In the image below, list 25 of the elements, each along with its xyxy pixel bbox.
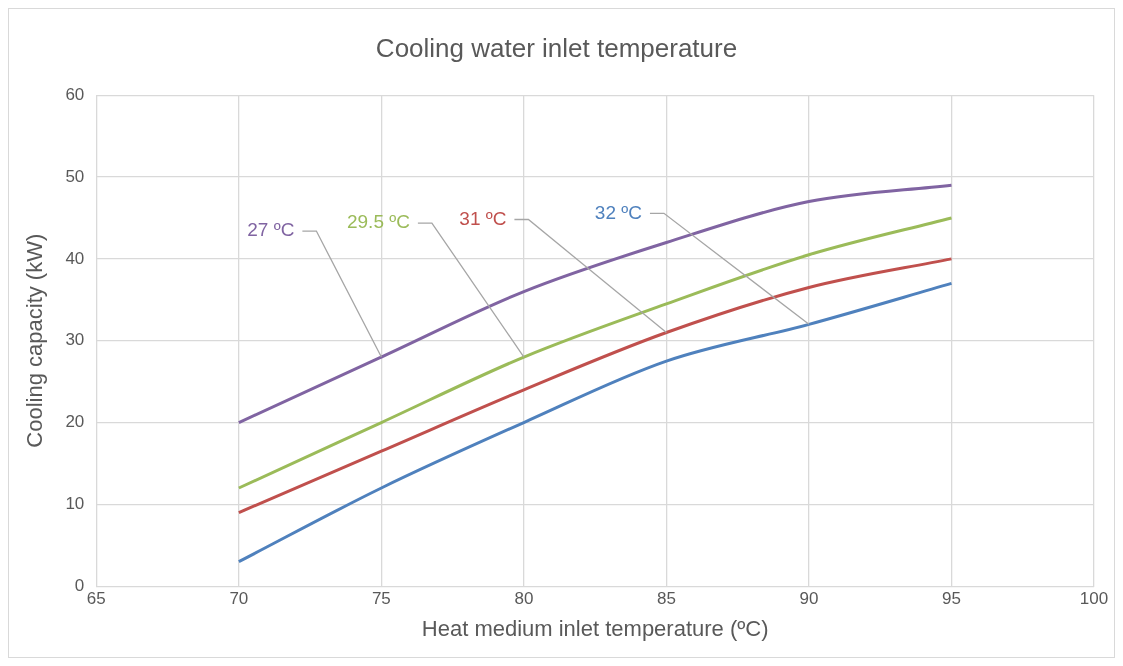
x-tick-label: 85 xyxy=(656,589,676,609)
y-tick-label: 30 xyxy=(65,330,85,350)
y-tick-label: 40 xyxy=(65,248,85,268)
text: 32 ºC xyxy=(594,201,642,223)
text: 31 ºC xyxy=(459,207,507,229)
x-tick-label: 70 xyxy=(229,589,249,609)
x-tick-label: 65 xyxy=(86,589,106,609)
x-tick-label: 95 xyxy=(942,589,961,609)
line-series xyxy=(237,183,953,425)
y-tick-label: 60 xyxy=(65,84,85,104)
y-tick-label: 20 xyxy=(65,412,85,432)
x-tick-label: 90 xyxy=(799,589,819,609)
line-series xyxy=(237,257,953,515)
x-tick-label: 75 xyxy=(371,589,391,609)
text: 29.5 ºC xyxy=(346,211,410,233)
chart-title: Cooling water inlet temperature xyxy=(375,32,738,63)
x-tick-label: 100 xyxy=(1079,589,1109,609)
y-tick-label: 10 xyxy=(65,494,85,514)
y-tick-label: 50 xyxy=(65,166,85,186)
x-axis-title: Heat medium inlet temperature (ºC) xyxy=(421,615,769,641)
text: 27 ºC xyxy=(247,219,295,241)
line-series xyxy=(237,281,953,564)
y-axis-title: Cooling capacity (kW) xyxy=(22,233,48,448)
x-tick-label: 80 xyxy=(514,589,534,609)
y-tick-label: 0 xyxy=(74,575,85,595)
